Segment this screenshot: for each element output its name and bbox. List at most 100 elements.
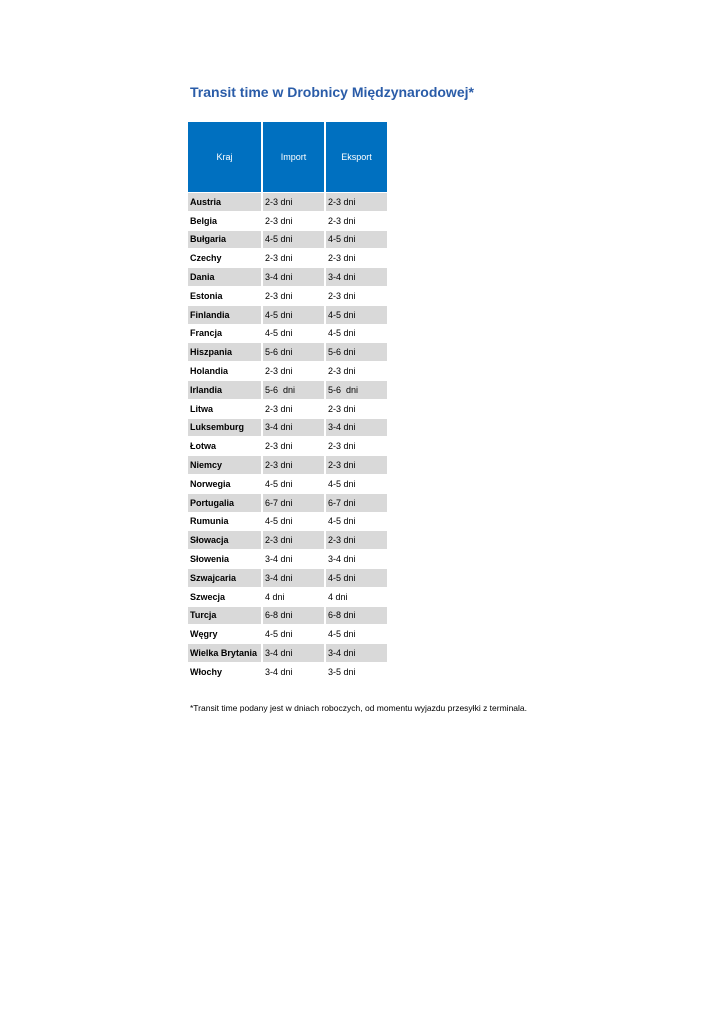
country-cell: Węgry xyxy=(188,625,261,645)
table-row: Czechy 2-3 dni 2-3 dni xyxy=(188,249,387,269)
time-cell: 3-4 dni xyxy=(263,663,324,682)
country-cell: Szwecja xyxy=(188,588,261,607)
table-row: Holandia 2-3 dni 2-3 dni xyxy=(188,362,387,381)
table-row: Bułgaria 4-5 dni 4-5 dni xyxy=(188,230,387,250)
time-cell: 6-7 dni xyxy=(263,493,324,513)
column-header: Eksport xyxy=(326,122,387,193)
country-cell: Dania xyxy=(188,268,261,287)
time-cell: 2-3 dni xyxy=(326,400,387,419)
table-row: Litwa 2-3 dni 2-3 dni xyxy=(188,400,387,419)
time-cell: 3-4 dni xyxy=(263,644,324,663)
table-row: Rumunia 4-5 dni 4-5 dni xyxy=(188,513,387,532)
time-cell: 2-3 dni xyxy=(326,456,387,475)
time-cell: 3-4 dni xyxy=(263,418,324,438)
time-cell: 4-5 dni xyxy=(326,475,387,494)
time-cell: 4-5 dni xyxy=(263,475,324,494)
table-row: Belgia 2-3 dni 2-3 dni xyxy=(188,212,387,231)
country-cell: Litwa xyxy=(188,400,261,419)
country-cell: Wielka Brytania xyxy=(188,644,261,663)
country-cell: Francja xyxy=(188,325,261,344)
time-cell: 2-3 dni xyxy=(263,249,324,269)
country-cell: Szwajcaria xyxy=(188,568,261,588)
country-cell: Niemcy xyxy=(188,456,261,475)
table-row: Niemcy 2-3 dni 2-3 dni xyxy=(188,456,387,475)
time-cell: 4-5 dni xyxy=(326,513,387,532)
table-row: Irlandia 5-6 dni 5-6 dni xyxy=(188,380,387,400)
table-row: Francja 4-5 dni 4-5 dni xyxy=(188,325,387,344)
time-cell: 4-5 dni xyxy=(326,230,387,250)
country-cell: Turcja xyxy=(188,606,261,626)
time-cell: 4-5 dni xyxy=(326,568,387,588)
time-cell: 4-5 dni xyxy=(326,305,387,325)
country-cell: Łotwa xyxy=(188,437,261,457)
table-row: Szwecja 4 dni 4 dni xyxy=(188,588,387,607)
time-cell: 4-5 dni xyxy=(326,625,387,645)
country-cell: Hiszpania xyxy=(188,343,261,363)
time-cell: 4 dni xyxy=(263,588,324,607)
country-cell: Luksemburg xyxy=(188,418,261,438)
country-cell: Belgia xyxy=(188,212,261,231)
country-cell: Estonia xyxy=(188,287,261,306)
time-cell: 2-3 dni xyxy=(263,437,324,457)
table-row: Włochy 3-4 dni 3-5 dni xyxy=(188,663,387,682)
time-cell: 2-3 dni xyxy=(263,362,324,381)
table-row: Szwajcaria 3-4 dni 4-5 dni xyxy=(188,568,387,588)
table-row: Węgry 4-5 dni 4-5 dni xyxy=(188,625,387,645)
country-cell: Słowenia xyxy=(188,550,261,569)
time-cell: 5-6 dni xyxy=(263,380,324,400)
country-cell: Norwegia xyxy=(188,475,261,494)
country-cell: Czechy xyxy=(188,249,261,269)
column-header: Import xyxy=(263,122,324,193)
column-header: Kraj xyxy=(188,122,261,193)
country-cell: Rumunia xyxy=(188,513,261,532)
time-cell: 5-6 dni xyxy=(263,343,324,363)
time-cell: 2-3 dni xyxy=(263,287,324,306)
time-cell: 4-5 dni xyxy=(263,625,324,645)
table-row: Dania 3-4 dni 3-4 dni xyxy=(188,268,387,287)
time-cell: 4-5 dni xyxy=(263,513,324,532)
transit-table: Kraj Import Eksport Austria 2-3 dni 2-3 dn… xyxy=(186,122,389,682)
title: Transit time w Drobnicy Międzynarodowej* xyxy=(190,84,474,100)
time-cell: 3-4 dni xyxy=(263,268,324,287)
table-row: Finlandia 4-5 dni 4-5 dni xyxy=(188,305,387,325)
country-cell: Irlandia xyxy=(188,380,261,400)
time-cell: 4-5 dni xyxy=(263,305,324,325)
time-cell: 3-4 dni xyxy=(263,568,324,588)
country-cell: Słowacja xyxy=(188,531,261,551)
time-cell: 4 dni xyxy=(326,588,387,607)
time-cell: 4-5 dni xyxy=(263,325,324,344)
time-cell: 4-5 dni xyxy=(326,325,387,344)
time-cell: 2-3 dni xyxy=(326,437,387,457)
time-cell: 2-3 dni xyxy=(263,531,324,551)
table-row: Hiszpania 5-6 dni 5-6 dni xyxy=(188,343,387,363)
table-row: Estonia 2-3 dni 2-3 dni xyxy=(188,287,387,306)
time-cell: 6-7 dni xyxy=(326,493,387,513)
time-cell: 2-3 dni xyxy=(326,212,387,231)
table-row: Austria 2-3 dni 2-3 dni xyxy=(188,193,387,212)
country-cell: Finlandia xyxy=(188,305,261,325)
time-cell: 5-6 dni xyxy=(326,380,387,400)
header-row: Kraj Import Eksport xyxy=(188,122,387,193)
country-cell: Holandia xyxy=(188,362,261,381)
table-row: Słowacja 2-3 dni 2-3 dni xyxy=(188,531,387,551)
time-cell: 3-4 dni xyxy=(326,550,387,569)
time-cell: 2-3 dni xyxy=(263,456,324,475)
country-cell: Portugalia xyxy=(188,493,261,513)
table-row: Turcja 6-8 dni 6-8 dni xyxy=(188,606,387,626)
footnote: *Transit time podany jest w dniach roboc… xyxy=(190,703,527,713)
time-cell: 2-3 dni xyxy=(326,249,387,269)
time-cell: 2-3 dni xyxy=(326,362,387,381)
time-cell: 2-3 dni xyxy=(326,531,387,551)
table-row: Wielka Brytania 3-4 dni 3-4 dni xyxy=(188,644,387,663)
time-cell: 2-3 dni xyxy=(263,400,324,419)
time-cell: 2-3 dni xyxy=(326,193,387,212)
table-row: Norwegia 4-5 dni 4-5 dni xyxy=(188,475,387,494)
time-cell: 2-3 dni xyxy=(263,193,324,212)
table-row: Portugalia 6-7 dni 6-7 dni xyxy=(188,493,387,513)
time-cell: 2-3 dni xyxy=(326,287,387,306)
country-cell: Włochy xyxy=(188,663,261,682)
time-cell: 5-6 dni xyxy=(326,343,387,363)
table-row: Słowenia 3-4 dni 3-4 dni xyxy=(188,550,387,569)
time-cell: 2-3 dni xyxy=(263,212,324,231)
